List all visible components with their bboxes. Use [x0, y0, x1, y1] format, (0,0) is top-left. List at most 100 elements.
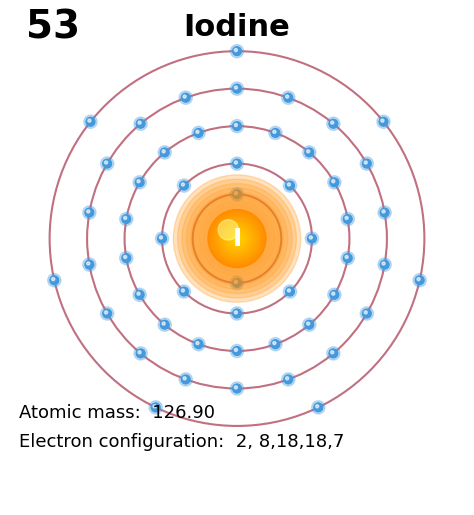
Circle shape [158, 146, 172, 159]
Circle shape [269, 126, 282, 140]
Circle shape [214, 215, 260, 262]
Circle shape [87, 262, 90, 265]
Text: VectorStock: VectorStock [14, 489, 99, 502]
Circle shape [227, 229, 247, 249]
Circle shape [287, 289, 291, 292]
Circle shape [234, 124, 237, 127]
Circle shape [379, 117, 388, 126]
Circle shape [381, 119, 384, 122]
Circle shape [285, 287, 294, 296]
Circle shape [234, 48, 237, 52]
Circle shape [211, 213, 263, 265]
Circle shape [230, 44, 244, 58]
Circle shape [136, 349, 145, 358]
Circle shape [316, 405, 319, 408]
Circle shape [329, 119, 338, 128]
Circle shape [135, 178, 144, 187]
Circle shape [177, 179, 191, 192]
Circle shape [360, 157, 374, 170]
Circle shape [149, 401, 162, 414]
Circle shape [177, 285, 191, 298]
Circle shape [48, 273, 61, 287]
Circle shape [192, 337, 205, 351]
Circle shape [234, 386, 237, 389]
Circle shape [52, 278, 55, 281]
Circle shape [329, 349, 338, 358]
Circle shape [236, 237, 238, 240]
Circle shape [284, 375, 293, 384]
Circle shape [364, 161, 367, 164]
Circle shape [310, 236, 312, 239]
Circle shape [331, 351, 334, 354]
Circle shape [135, 290, 144, 299]
Circle shape [341, 212, 355, 226]
Circle shape [194, 128, 203, 138]
Circle shape [283, 179, 297, 192]
Circle shape [305, 148, 314, 157]
Circle shape [155, 232, 169, 245]
Circle shape [231, 233, 243, 244]
Circle shape [363, 159, 371, 168]
Circle shape [307, 322, 310, 325]
Circle shape [88, 119, 91, 122]
Circle shape [86, 117, 95, 126]
Circle shape [230, 307, 244, 320]
Circle shape [105, 161, 108, 164]
Circle shape [183, 377, 186, 380]
Circle shape [200, 201, 274, 276]
Circle shape [87, 210, 90, 213]
Circle shape [133, 288, 146, 301]
Circle shape [343, 254, 352, 263]
Circle shape [162, 322, 165, 325]
Text: Electron configuration:  2, 8,18,18,7: Electron configuration: 2, 8,18,18,7 [19, 433, 344, 451]
Circle shape [228, 230, 246, 247]
Circle shape [134, 347, 147, 360]
Circle shape [282, 91, 295, 105]
Circle shape [153, 405, 156, 408]
Circle shape [85, 260, 94, 269]
Circle shape [330, 290, 339, 299]
Circle shape [83, 206, 96, 219]
Circle shape [284, 93, 293, 102]
Circle shape [195, 197, 279, 281]
Circle shape [151, 403, 160, 412]
Circle shape [328, 176, 341, 189]
Circle shape [380, 260, 389, 269]
Circle shape [162, 150, 165, 153]
Circle shape [136, 119, 145, 128]
Circle shape [122, 215, 131, 224]
Circle shape [308, 234, 316, 243]
Circle shape [158, 318, 172, 331]
Circle shape [221, 222, 253, 254]
Circle shape [328, 288, 341, 301]
Circle shape [273, 341, 276, 345]
Circle shape [182, 183, 292, 294]
Circle shape [100, 157, 114, 170]
Circle shape [50, 276, 59, 285]
Circle shape [378, 258, 391, 271]
Circle shape [159, 236, 163, 239]
Text: Atomic mass:  126.90: Atomic mass: 126.90 [19, 404, 215, 422]
Circle shape [222, 224, 252, 253]
Circle shape [230, 231, 244, 246]
Circle shape [160, 148, 169, 157]
Circle shape [217, 218, 257, 259]
Circle shape [233, 384, 241, 393]
Circle shape [230, 82, 244, 95]
Circle shape [134, 117, 147, 130]
Circle shape [378, 206, 391, 219]
Circle shape [330, 178, 339, 187]
Circle shape [218, 220, 256, 258]
Circle shape [331, 121, 334, 124]
Circle shape [233, 122, 241, 131]
Circle shape [181, 375, 190, 384]
Circle shape [305, 320, 314, 329]
Circle shape [103, 309, 111, 318]
Circle shape [182, 289, 184, 292]
Circle shape [233, 190, 241, 199]
Circle shape [307, 150, 310, 153]
Circle shape [327, 347, 340, 360]
Circle shape [84, 115, 97, 128]
Circle shape [191, 192, 283, 285]
Circle shape [312, 401, 325, 414]
